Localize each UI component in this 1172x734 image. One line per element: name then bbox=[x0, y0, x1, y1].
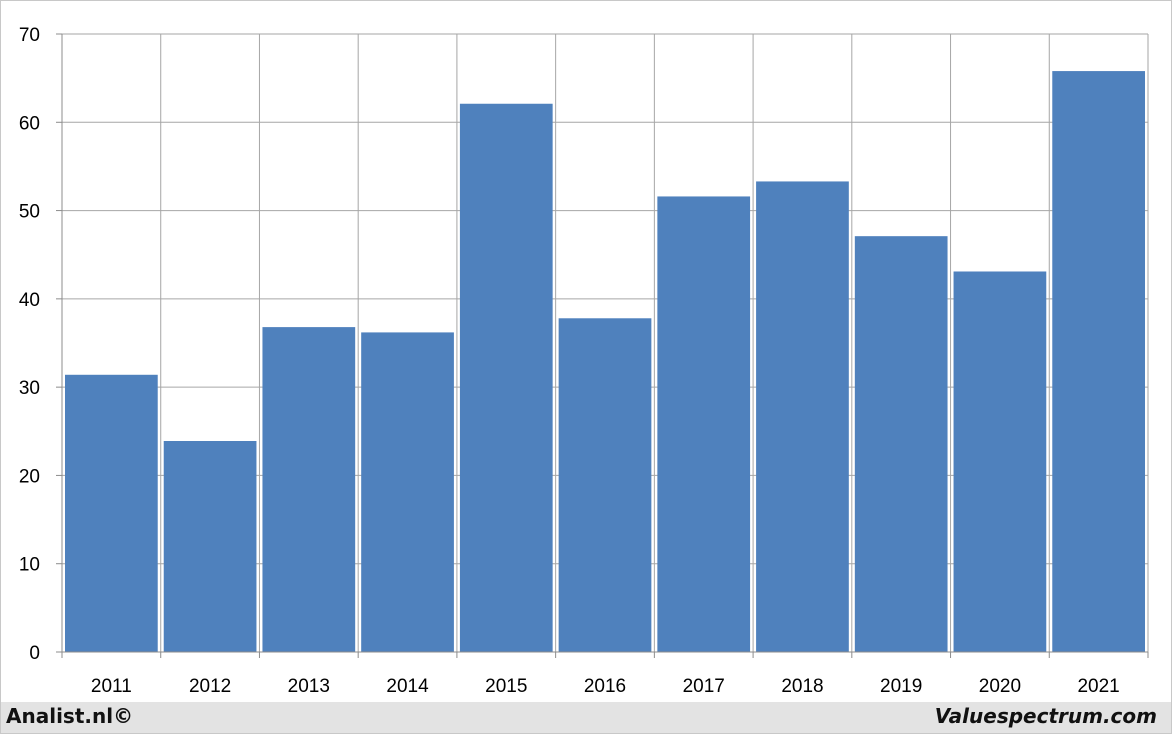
x-tick-label: 2016 bbox=[584, 676, 626, 697]
bars bbox=[65, 71, 1145, 653]
y-tick-labels: 0 10 20 30 40 50 60 70 bbox=[19, 25, 40, 664]
x-tick-labels: 2011 2012 2013 2014 2015 2016 2017 2018 2019 2020… bbox=[91, 676, 1120, 697]
y-tick-label: 70 bbox=[19, 25, 40, 46]
bar bbox=[459, 103, 553, 652]
footer-bar: Analist.nl© Valuespectrum.com bbox=[1, 702, 1171, 733]
y-tick-label: 40 bbox=[19, 290, 40, 311]
bar bbox=[1052, 71, 1145, 652]
y-tick-label: 50 bbox=[19, 202, 40, 223]
y-tick-label: 30 bbox=[19, 378, 40, 399]
x-tick-label: 2015 bbox=[485, 676, 527, 697]
x-tick-label: 2012 bbox=[189, 676, 231, 697]
bar bbox=[657, 196, 751, 652]
bar bbox=[756, 181, 849, 653]
x-tick-label: 2011 bbox=[91, 676, 132, 697]
x-tick-label: 2013 bbox=[288, 676, 330, 697]
bar bbox=[65, 374, 158, 652]
y-tick-label: 60 bbox=[19, 113, 40, 134]
bar bbox=[953, 271, 1047, 652]
x-tick-label: 2020 bbox=[979, 676, 1021, 697]
x-tick-label: 2017 bbox=[683, 676, 725, 697]
y-tick-label: 20 bbox=[19, 466, 40, 487]
x-tick-label: 2021 bbox=[1077, 676, 1119, 697]
y-tick-label: 10 bbox=[19, 555, 40, 576]
site-credit: Valuespectrum.com bbox=[934, 704, 1157, 728]
bar bbox=[558, 318, 652, 652]
source-credit: Analist.nl© bbox=[6, 704, 134, 728]
axes bbox=[56, 33, 1149, 658]
bar bbox=[262, 327, 356, 652]
x-tick-label: 2018 bbox=[781, 676, 823, 697]
x-tick-label: 2014 bbox=[386, 676, 429, 697]
x-tick-label: 2019 bbox=[880, 676, 922, 697]
bar bbox=[854, 236, 948, 652]
y-tick-label: 0 bbox=[29, 643, 40, 664]
bar bbox=[163, 440, 257, 652]
bar bbox=[361, 332, 454, 652]
